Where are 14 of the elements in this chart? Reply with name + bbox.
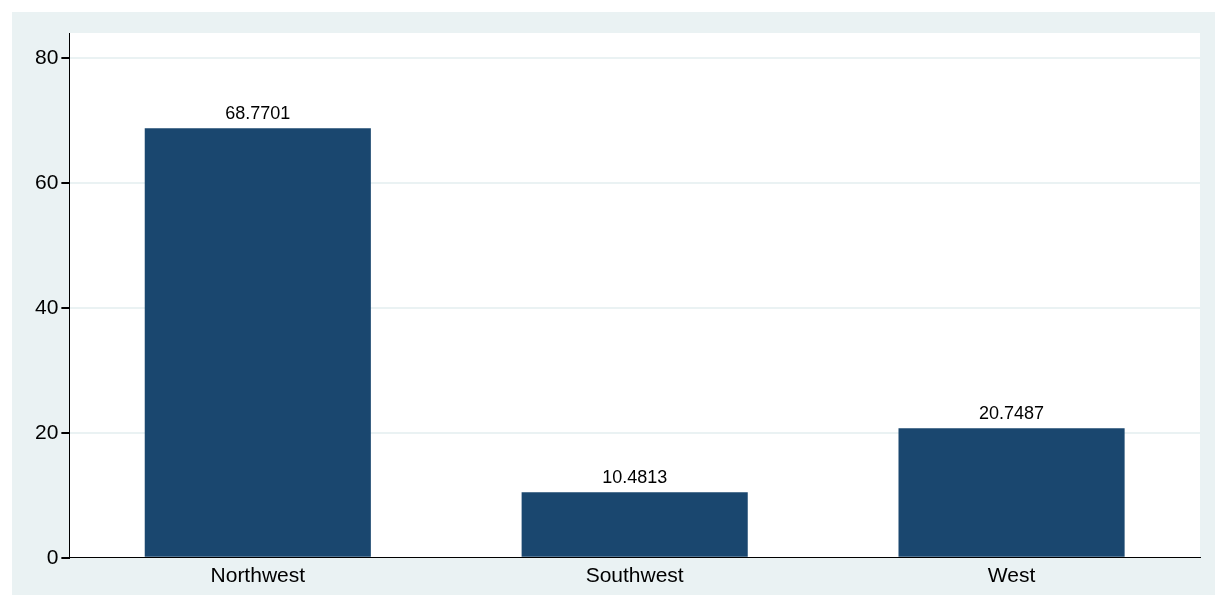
- data-label: 10.4813: [602, 467, 668, 488]
- y-tick-label: 80: [35, 44, 59, 68]
- data-label: 68.7701: [225, 103, 291, 124]
- y-tick-label: 0: [46, 544, 59, 568]
- y-tick-label: 20: [35, 419, 59, 443]
- x-tick-label: Northwest: [210, 563, 306, 587]
- bar: [898, 428, 1125, 557]
- data-label: 20.7487: [979, 403, 1045, 424]
- y-tick-label: 60: [35, 169, 59, 193]
- bar: [144, 128, 371, 557]
- x-tick-label: West: [987, 563, 1036, 587]
- bar: [521, 492, 748, 557]
- y-tick-label: 40: [35, 294, 59, 318]
- x-tick-label: Southwest: [585, 563, 684, 587]
